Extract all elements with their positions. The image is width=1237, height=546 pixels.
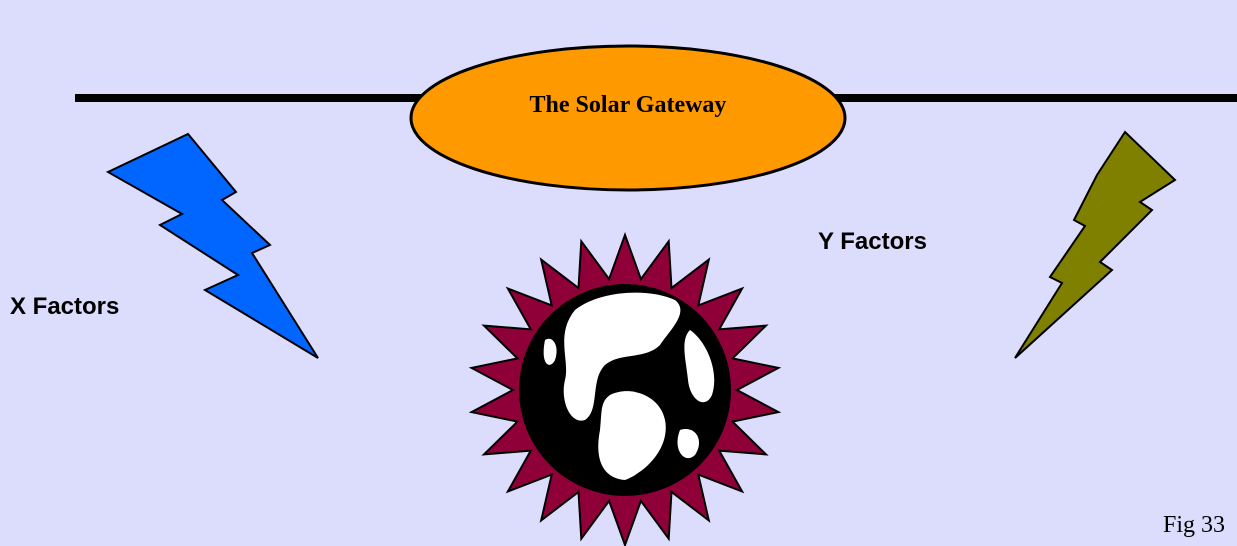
- gateway-title: The Solar Gateway: [530, 92, 727, 118]
- x-factors-label: X Factors: [10, 293, 119, 320]
- figure-label: Fig 33: [1163, 512, 1225, 538]
- diagram: The Solar Gateway X Factors Y Factors Fi…: [0, 0, 1237, 546]
- y-factors-label: Y Factors: [818, 228, 927, 255]
- gateway-ellipse: [411, 46, 845, 190]
- page: The Solar Gateway X Factors Y Factors Fi…: [0, 0, 1237, 546]
